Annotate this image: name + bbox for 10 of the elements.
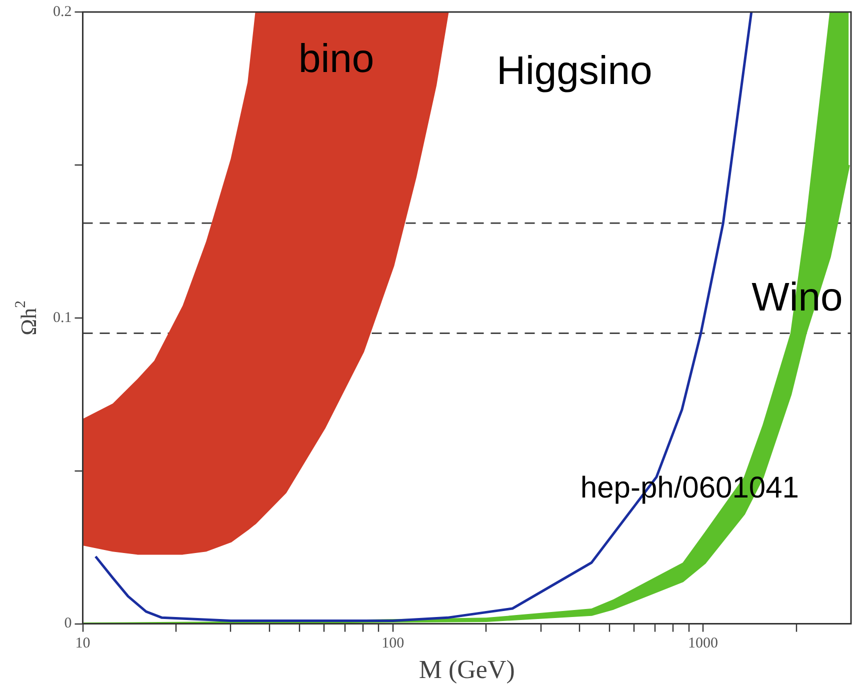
y-tick-label: 0.1 xyxy=(53,310,72,326)
x-tick-label: 100 xyxy=(382,636,404,652)
annotation: Higgsino xyxy=(496,49,652,94)
x-tick-label: 10 xyxy=(75,636,90,652)
x-axis-title: M (GeV) xyxy=(418,655,515,684)
annotation: bino xyxy=(298,36,374,81)
y-tick-label: 0.2 xyxy=(53,4,72,20)
y-tick-label: 0 xyxy=(64,616,72,632)
y-axis-title: Ωh2 xyxy=(12,300,41,336)
x-tick-label: 1000 xyxy=(688,636,718,652)
